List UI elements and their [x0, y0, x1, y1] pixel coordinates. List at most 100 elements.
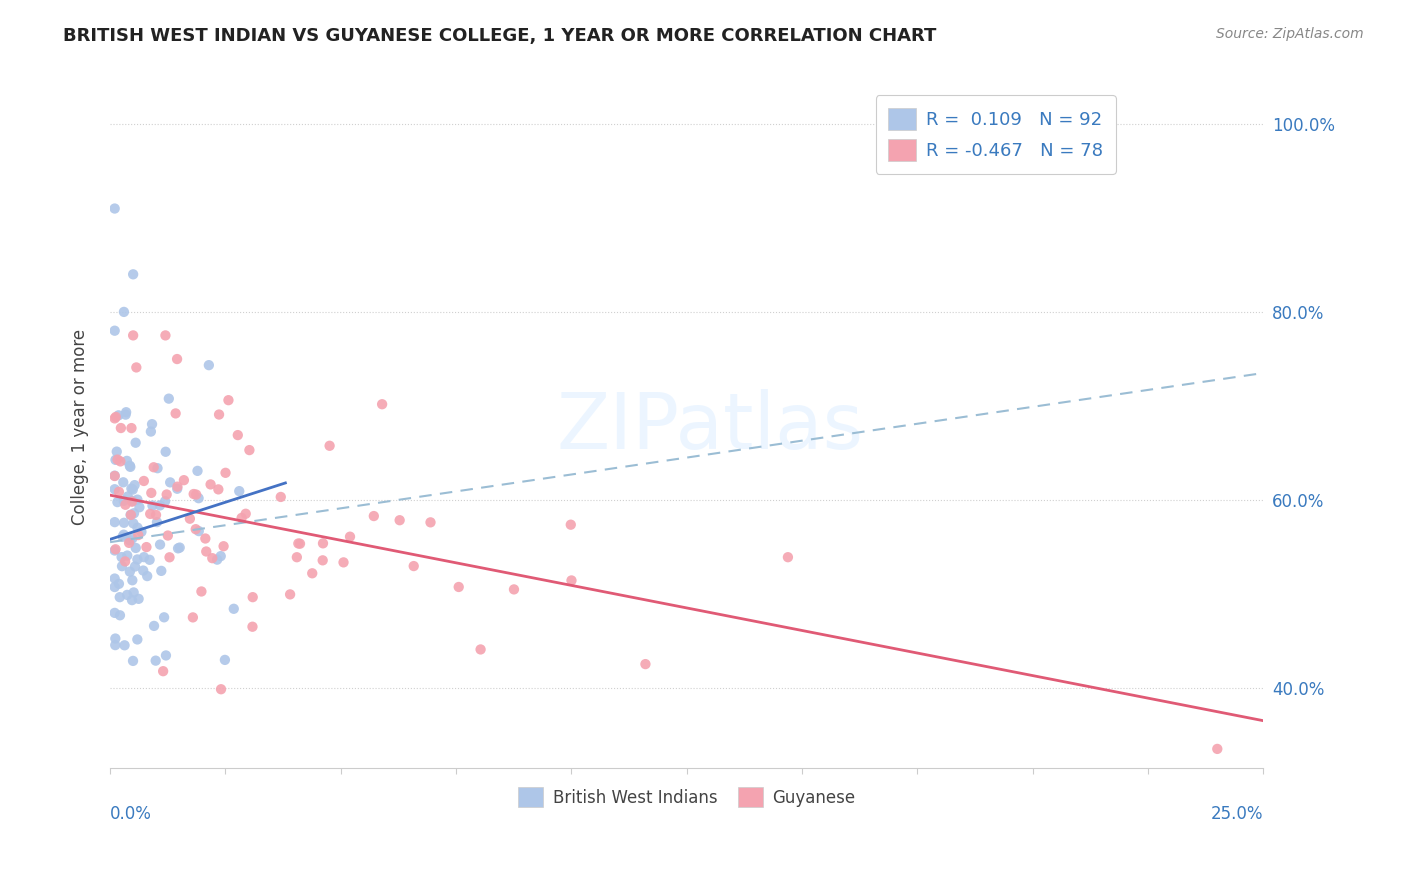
Point — [104, 468, 127, 483]
Point — [184, 522, 207, 536]
Point — [124, 435, 146, 450]
Point — [332, 555, 354, 569]
Text: 0.0%: 0.0% — [110, 805, 152, 823]
Point — [114, 554, 136, 568]
Point — [110, 454, 132, 468]
Point — [135, 540, 157, 554]
Point — [115, 588, 138, 602]
Point — [238, 443, 260, 458]
Point — [125, 541, 148, 555]
Point — [217, 393, 239, 408]
Point — [118, 565, 141, 579]
Point — [214, 466, 236, 480]
Point — [165, 406, 187, 420]
Point — [104, 580, 127, 594]
Point — [118, 458, 141, 473]
Point — [112, 305, 135, 319]
Point — [228, 484, 250, 499]
Point — [104, 409, 127, 424]
Point — [214, 653, 236, 667]
Point — [363, 509, 385, 524]
Point — [207, 483, 229, 497]
Point — [312, 553, 335, 567]
Point — [167, 541, 190, 556]
Point — [112, 493, 135, 508]
Point — [447, 580, 470, 594]
Point — [104, 572, 127, 586]
Point — [120, 508, 142, 522]
Point — [127, 521, 149, 535]
Point — [107, 495, 129, 509]
Point — [179, 512, 201, 526]
Point — [183, 487, 205, 501]
Point — [634, 657, 657, 672]
Point — [187, 524, 209, 538]
Point — [200, 477, 222, 491]
Point — [110, 421, 132, 435]
Point — [141, 499, 163, 513]
Text: ZIPatlas: ZIPatlas — [557, 389, 863, 465]
Point — [155, 444, 177, 458]
Point — [117, 549, 139, 563]
Point — [288, 537, 311, 551]
Point — [231, 511, 253, 525]
Point — [104, 638, 127, 652]
Point — [195, 544, 218, 558]
Point — [159, 550, 181, 565]
Point — [186, 487, 208, 501]
Point — [242, 590, 264, 604]
Point — [776, 550, 799, 565]
Point — [107, 409, 129, 423]
Point — [242, 620, 264, 634]
Point — [153, 610, 176, 624]
Point — [122, 585, 145, 599]
Point — [166, 352, 188, 367]
Point — [122, 654, 145, 668]
Point — [142, 460, 165, 475]
Point — [169, 541, 191, 555]
Point — [503, 582, 526, 597]
Point — [146, 461, 169, 475]
Point — [287, 536, 309, 550]
Point — [114, 498, 136, 512]
Point — [235, 507, 257, 521]
Point — [124, 478, 146, 492]
Point — [107, 452, 129, 467]
Point — [149, 538, 172, 552]
Point — [153, 494, 176, 508]
Point — [1206, 742, 1229, 756]
Point — [111, 559, 134, 574]
Point — [146, 515, 169, 529]
Point — [312, 536, 335, 550]
Point — [114, 638, 136, 652]
Point — [278, 587, 301, 601]
Point — [209, 682, 232, 697]
Point — [139, 507, 162, 521]
Point — [112, 527, 135, 541]
Point — [166, 480, 188, 494]
Point — [118, 533, 141, 548]
Point — [226, 428, 249, 442]
Point — [155, 648, 177, 663]
Point — [141, 417, 163, 432]
Point — [121, 494, 143, 508]
Point — [156, 528, 179, 542]
Point — [108, 577, 131, 591]
Text: Source: ZipAtlas.com: Source: ZipAtlas.com — [1216, 27, 1364, 41]
Point — [155, 328, 177, 343]
Point — [152, 664, 174, 678]
Point — [121, 483, 143, 497]
Point — [198, 358, 221, 372]
Point — [208, 408, 231, 422]
Point — [132, 474, 155, 488]
Point — [285, 550, 308, 565]
Point — [104, 632, 127, 646]
Point — [118, 536, 141, 550]
Point — [145, 654, 167, 668]
Point — [127, 492, 149, 507]
Point — [111, 530, 134, 544]
Point — [205, 552, 228, 566]
Point — [187, 491, 209, 506]
Point — [145, 508, 167, 522]
Point — [108, 608, 131, 623]
